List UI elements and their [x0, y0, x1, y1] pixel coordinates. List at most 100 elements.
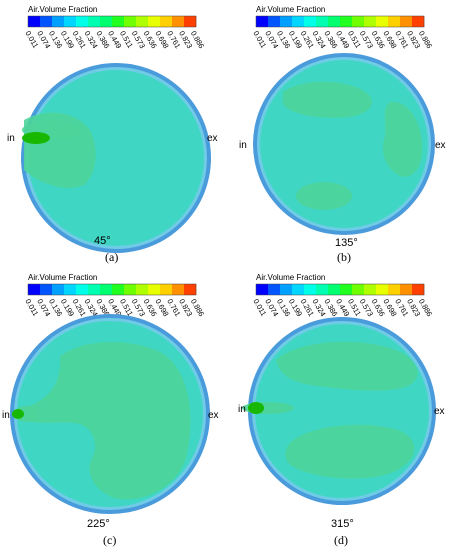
inlet-jet-core: [12, 409, 24, 419]
angle-label: 135°: [335, 237, 358, 249]
legend-color-swatch: [292, 16, 305, 27]
legend-tick-labels: 0.0110.0740.1360.1990.2610.3240.3860.449…: [23, 29, 206, 50]
legend-frame: [255, 15, 425, 28]
legend-color-swatch: [112, 16, 125, 27]
legend-tick-labels: 0.0110.0740.1360.1990.2610.3240.3860.449…: [251, 297, 434, 318]
legend-color-swatch: [28, 16, 41, 27]
legend-color-swatch: [412, 16, 425, 27]
legend-color-swatch: [304, 16, 317, 27]
high-fraction-region: [276, 341, 418, 391]
legend-color-swatch: [280, 16, 293, 27]
legend-color-swatch: [388, 16, 401, 27]
contour-plot-d: Air.Volume Fraction 0.0110.0740.1360.199…: [238, 273, 445, 505]
contour-plot-c: Air.Volume Fraction 0.0110.0740.1360.199…: [2, 273, 219, 514]
legend-title: Air.Volume Fraction: [256, 273, 325, 282]
legend-color-swatch: [388, 284, 401, 295]
legend-color-swatch: [40, 284, 53, 295]
panel-caption: (c): [103, 533, 117, 547]
legend-color-swatch: [256, 284, 269, 295]
legend-color-swatch: [64, 16, 77, 27]
legend-color-swatch: [316, 284, 329, 295]
legend-title: Air.Volume Fraction: [28, 5, 97, 14]
contour-panel-a: Air.Volume Fraction 0.011 0.074 0.136 0.199…: [0, 0, 222, 273]
legend-color-swatch: [292, 284, 305, 295]
legend-color-swatch: [328, 284, 341, 295]
panel-caption: (d): [334, 533, 348, 547]
panel-caption: (a): [105, 250, 119, 264]
outlet-label: ex: [434, 406, 445, 417]
legend-color-swatch: [172, 284, 185, 295]
contour-plot-b: Air.Volume Fraction 0.0110.0740.1360.199…: [239, 5, 446, 235]
angle-label: 315°: [331, 518, 354, 530]
legend-color-swatch: [280, 284, 293, 295]
panel-caption: (b): [337, 250, 351, 264]
legend-color-swatch: [160, 16, 173, 27]
legend-color-swatch: [52, 16, 65, 27]
legend-color-swatch: [124, 16, 137, 27]
contour-panel-c: Air.Volume Fraction 0.011 0.074 0.136 0.199…: [0, 268, 222, 555]
inlet-label: in: [2, 410, 10, 421]
inlet-jet-core: [22, 132, 50, 144]
legend-color-swatch: [136, 284, 149, 295]
legend-color-swatch: [88, 284, 101, 295]
legend-color-swatch: [364, 284, 377, 295]
legend-tick-labels: 0.0110.0740.1360.1990.2610.3240.3860.449…: [251, 29, 434, 50]
legend-frame: [255, 283, 425, 296]
legend-title: Air.Volume Fraction: [28, 273, 97, 282]
angle-label: 225°: [87, 518, 110, 530]
legend-color-swatch: [352, 16, 365, 27]
legend-color-swatch: [52, 284, 65, 295]
legend-color-swatch: [148, 284, 161, 295]
contour-panel-d: Air.Volume Fraction 0.011 0.074 0.136 0.199…: [228, 268, 450, 555]
legend-title: Air.Volume Fraction: [256, 5, 325, 14]
legend-color-swatch: [148, 16, 161, 27]
outlet-label: ex: [208, 410, 219, 421]
legend-colorbar: [255, 15, 425, 28]
outlet-label: ex: [435, 140, 446, 151]
legend-color-swatch: [376, 284, 389, 295]
legend-color-swatch: [340, 16, 353, 27]
legend-color-swatch: [160, 284, 173, 295]
inlet-label: in: [7, 133, 15, 144]
legend-color-swatch: [400, 284, 413, 295]
legend-color-swatch: [100, 284, 113, 295]
legend-color-swatch: [40, 16, 53, 27]
legend-frame: [27, 15, 197, 28]
contour-panel-b: Air.Volume Fraction 0.011 0.074 0.136 0.199…: [228, 0, 450, 273]
legend-colorbar: [255, 283, 425, 296]
legend-frame: [27, 283, 197, 296]
inlet-label: in: [239, 140, 247, 151]
legend-color-swatch: [352, 284, 365, 295]
legend-color-swatch: [100, 16, 113, 27]
legend-color-swatch: [340, 284, 353, 295]
legend-color-swatch: [28, 284, 41, 295]
legend-color-swatch: [76, 284, 89, 295]
legend-color-swatch: [364, 16, 377, 27]
legend-colorbar: [27, 283, 197, 296]
flow-domain: [28, 70, 204, 246]
high-fraction-region: [296, 182, 352, 210]
high-fraction-region: [24, 341, 191, 500]
legend-color-swatch: [412, 284, 425, 295]
legend-color-swatch: [328, 16, 341, 27]
inlet-label: in: [238, 404, 246, 415]
inlet-jet-core: [248, 402, 264, 414]
legend-color-swatch: [184, 16, 197, 27]
high-fraction-region: [285, 424, 415, 479]
legend-color-swatch: [304, 284, 317, 295]
legend-color-swatch: [172, 16, 185, 27]
outlet-label: ex: [207, 133, 218, 144]
legend-color-swatch: [64, 284, 77, 295]
high-fraction-region: [283, 81, 372, 118]
legend-color-swatch: [88, 16, 101, 27]
contour-plot-a: Air.Volume Fraction 0.0110.0740.1360.199…: [7, 5, 218, 253]
legend-color-swatch: [124, 284, 137, 295]
legend-color-swatch: [256, 16, 269, 27]
legend-color-swatch: [376, 16, 389, 27]
legend-color-swatch: [112, 284, 125, 295]
legend-colorbar: [27, 15, 197, 28]
legend-color-swatch: [268, 284, 281, 295]
legend-color-swatch: [316, 16, 329, 27]
legend-color-swatch: [76, 16, 89, 27]
legend-color-swatch: [400, 16, 413, 27]
